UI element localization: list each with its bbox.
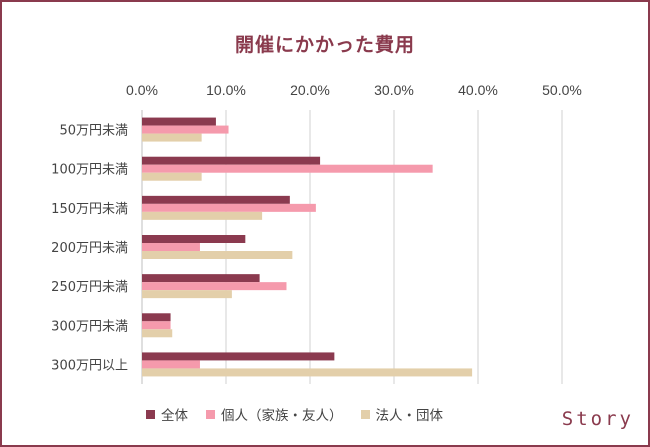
bar-series-2 [142, 329, 173, 338]
bar-series-2 [142, 290, 232, 299]
bar-series-0 [142, 195, 290, 204]
bar-series-0 [142, 313, 171, 322]
legend-item-0: 全体 [146, 404, 188, 424]
category-label: 200万円未満 [51, 241, 128, 256]
legend-swatch-2 [360, 409, 370, 419]
legend-label-2: 法人・団体 [375, 408, 444, 424]
bar-series-2 [142, 133, 202, 142]
category-label: 250万円未満 [51, 280, 128, 295]
x-tick-labels: 0.0% 10.0% 20.0% 30.0% 40.0% 50.0% [126, 82, 582, 98]
gridlines [141, 110, 563, 384]
bar-series-1 [142, 243, 200, 251]
bar-series-2 [142, 251, 293, 259]
bar-series-0 [142, 352, 335, 361]
category-label: 100万円未満 [51, 163, 128, 178]
bar-series-1 [142, 203, 316, 212]
category-label: 300万円以上 [51, 358, 128, 373]
x-tick-label: 10.0% [206, 82, 246, 98]
bar-series-1 [142, 321, 171, 330]
bar-series-0 [142, 235, 246, 243]
category-labels: 50万円未満 100万円未満 150万円未満 200万円未満 250万円未満 300万円未… [51, 124, 128, 374]
bar-series-1 [142, 125, 229, 134]
bar-series-0 [142, 274, 260, 283]
x-tick-label: 30.0% [374, 82, 414, 98]
bar-series-2 [142, 368, 473, 377]
legend-label-1: 個人（家族・友人） [221, 408, 343, 424]
brand-logo: Story [561, 408, 634, 430]
legend-item-2: 法人・団体 [360, 404, 444, 424]
legend-swatch-0 [146, 409, 155, 419]
x-tick-label: 0.0% [126, 82, 158, 98]
legend-swatch-1 [206, 409, 215, 419]
bar-series-2 [142, 172, 202, 181]
x-tick-label: 20.0% [290, 82, 330, 98]
bar-series-1 [142, 360, 200, 369]
bar-series-0 [142, 117, 216, 126]
category-label: 150万円未満 [51, 202, 128, 217]
legend: 全体 個人（家族・友人） 法人・団体 [146, 404, 443, 424]
x-tick-label: 40.0% [458, 82, 498, 98]
legend-item-1: 個人（家族・友人） [206, 404, 343, 424]
category-label: 50万円未満 [59, 124, 128, 139]
bar-series-1 [142, 164, 433, 173]
bars [142, 117, 473, 377]
chart-title: 開催にかかった費用 [234, 34, 415, 56]
bar-series-0 [142, 156, 321, 165]
bar-series-2 [142, 211, 263, 220]
legend-label-0: 全体 [161, 408, 188, 424]
bar-series-1 [142, 282, 287, 291]
x-tick-label: 50.0% [542, 82, 582, 98]
category-label: 300万円未満 [51, 319, 128, 334]
